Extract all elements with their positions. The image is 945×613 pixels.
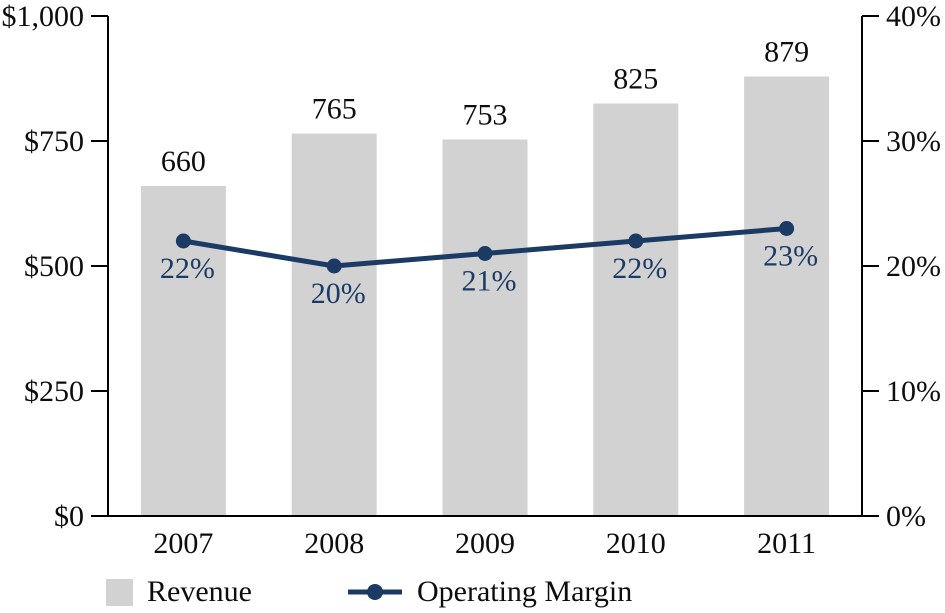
legend-label-operating-margin: Operating Margin: [416, 575, 633, 608]
operating-margin-point: [628, 233, 644, 249]
legend-item-operating-margin: Operating Margin: [347, 576, 632, 608]
revenue-bar: [744, 76, 830, 516]
legend-label-revenue: Revenue: [147, 575, 252, 608]
left-axis-tick-label: $0: [54, 500, 84, 533]
left-axis-tick-label: $500: [24, 250, 84, 283]
operating-margin-line-icon: [347, 584, 402, 600]
legend-line-marker: [366, 584, 383, 600]
revenue-value-label: 660: [161, 145, 206, 178]
left-axis-tick-label: $750: [24, 125, 84, 158]
x-axis-year-label: 2007: [153, 527, 213, 560]
left-axis-tick-label: $1,000: [2, 0, 85, 33]
operating-margin-point: [175, 233, 191, 249]
revenue-bar: [291, 133, 377, 516]
revenue-value-label: 753: [463, 99, 508, 132]
operating-margin-point: [326, 258, 342, 274]
operating-margin-point: [779, 221, 795, 236]
revenue-bar: [593, 103, 679, 516]
revenue-swatch-icon: [106, 578, 133, 606]
operating-margin-value-label: 22%: [160, 252, 215, 285]
x-axis-year-label: 2011: [757, 527, 816, 560]
operating-margin-value-label: 22%: [612, 252, 667, 285]
operating-margin-value-label: 23%: [763, 240, 818, 273]
right-axis-tick-label: 40%: [886, 0, 941, 33]
operating-margin-value-label: 21%: [462, 265, 517, 298]
right-axis-tick-label: 0%: [886, 500, 926, 533]
right-axis-tick-label: 30%: [886, 125, 941, 158]
x-axis-year-label: 2009: [455, 527, 515, 560]
left-axis-tick-label: $250: [24, 375, 84, 408]
revenue-value-label: 825: [613, 63, 658, 96]
operating-margin-value-label: 20%: [311, 277, 366, 310]
right-axis-tick-label: 20%: [886, 250, 941, 283]
right-axis-tick-label: 10%: [886, 375, 941, 408]
revenue-value-label: 765: [312, 93, 357, 126]
x-axis-year-label: 2008: [304, 527, 364, 560]
revenue-bar: [442, 139, 528, 516]
operating-margin-point: [477, 246, 493, 261]
x-axis-year-label: 2010: [606, 527, 666, 560]
revenue-value-label: 879: [764, 36, 809, 69]
legend-item-revenue: Revenue: [106, 576, 252, 608]
chart-legend: Revenue Operating Margin: [106, 576, 632, 608]
